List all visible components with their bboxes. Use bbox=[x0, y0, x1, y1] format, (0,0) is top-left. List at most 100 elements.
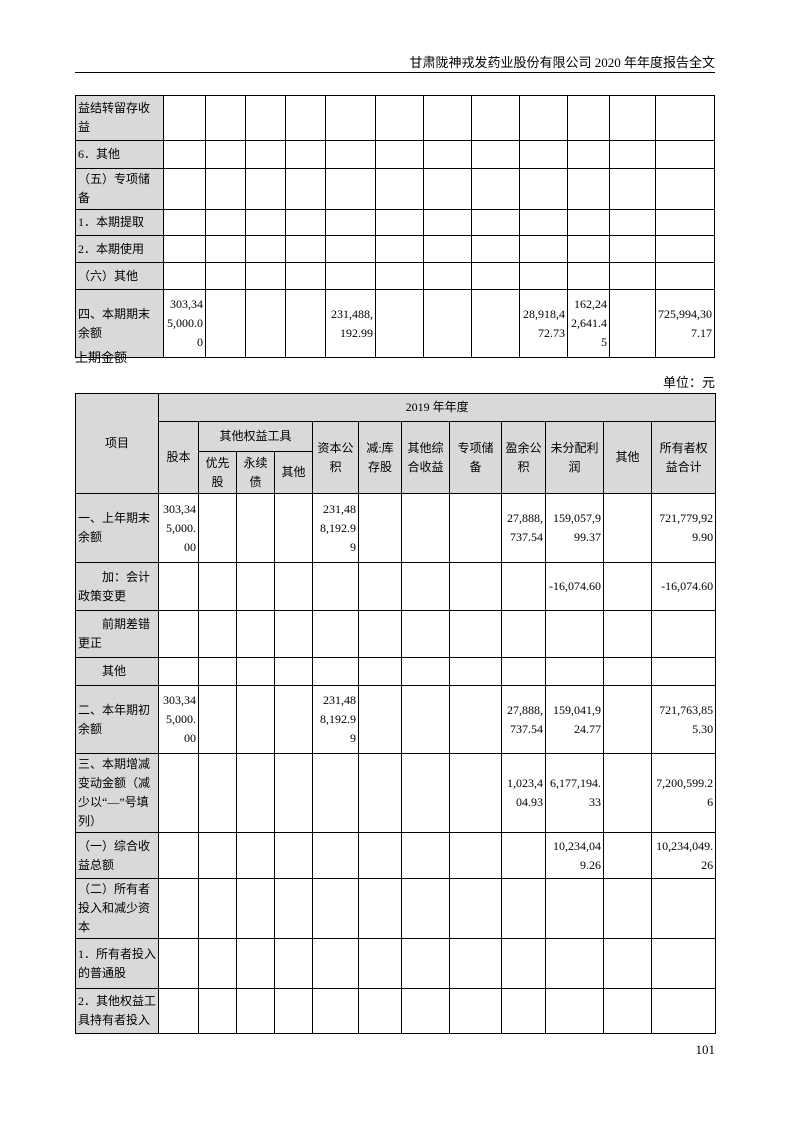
table-cell: 10,234,049.26 bbox=[545, 832, 604, 879]
row-label: 前期差错更正 bbox=[75, 610, 159, 658]
table-row: 前期差错更正 bbox=[75, 610, 717, 658]
table-cell: 159,041,924.77 bbox=[545, 685, 604, 754]
page-number: 101 bbox=[695, 1042, 716, 1057]
table-cell bbox=[285, 140, 326, 169]
table-cell bbox=[603, 988, 652, 1034]
table-cell bbox=[567, 95, 610, 141]
table-cell bbox=[501, 988, 546, 1034]
table-cell bbox=[401, 753, 450, 833]
table-cell bbox=[158, 610, 199, 658]
table-cell bbox=[401, 493, 450, 563]
table-cell bbox=[312, 938, 359, 989]
table-cell bbox=[205, 209, 246, 236]
table-cell bbox=[245, 95, 286, 141]
table-cell bbox=[274, 988, 313, 1034]
table-cell: 7,200,599.26 bbox=[650, 753, 717, 833]
table-cell bbox=[325, 95, 376, 141]
table-cell bbox=[205, 140, 246, 169]
header-perpetual: 永续债 bbox=[236, 451, 275, 494]
table-cell bbox=[285, 262, 326, 290]
table-cell bbox=[375, 209, 424, 236]
row-label: （六）其他 bbox=[75, 262, 164, 290]
section-label: 上期金额 bbox=[75, 350, 128, 365]
table-cell bbox=[312, 878, 359, 939]
table-cell bbox=[401, 938, 450, 989]
table-cell bbox=[236, 610, 275, 658]
table-cell bbox=[449, 832, 502, 879]
table-cell bbox=[198, 878, 237, 939]
table-cell bbox=[603, 493, 652, 563]
table-cell bbox=[567, 235, 610, 263]
row-label: 一、上年期末余额 bbox=[75, 493, 159, 563]
table-cell bbox=[274, 562, 313, 611]
table-cell bbox=[375, 140, 424, 169]
table-cell bbox=[245, 235, 286, 263]
table-cell bbox=[567, 209, 610, 236]
table-cell bbox=[274, 832, 313, 879]
table-cell bbox=[245, 168, 286, 210]
table-cell bbox=[603, 562, 652, 611]
table-cell bbox=[650, 657, 717, 686]
table-cell: 303,345,000.00 bbox=[163, 289, 206, 358]
table-row: （五）专项储备 bbox=[75, 168, 715, 210]
table-cell bbox=[449, 562, 502, 611]
table-cell bbox=[655, 235, 715, 263]
table-cell bbox=[285, 168, 326, 210]
table-cell bbox=[655, 262, 715, 290]
table-row: 三、本期增减变动金额（减少以“—”号填列） 1,023,404.93 6,177,1… bbox=[75, 753, 717, 833]
table-cell bbox=[205, 95, 246, 141]
row-label: 其他 bbox=[75, 657, 159, 686]
table-cell bbox=[198, 493, 237, 563]
table-cell bbox=[205, 235, 246, 263]
table-cell bbox=[236, 988, 275, 1034]
table-cell bbox=[325, 209, 376, 236]
table-cell bbox=[603, 832, 652, 879]
table-cell bbox=[198, 938, 237, 989]
header-rule bbox=[75, 72, 715, 73]
header-treasury: 减:库存股 bbox=[358, 421, 402, 494]
table-cell bbox=[358, 657, 402, 686]
row-label: 三、本期增减变动金额（减少以“—”号填列） bbox=[75, 753, 159, 833]
table-cell: 721,763,855.30 bbox=[650, 685, 717, 754]
table-cell bbox=[358, 562, 402, 611]
table-cell bbox=[358, 878, 402, 939]
table-cell bbox=[198, 657, 237, 686]
table-cell bbox=[274, 493, 313, 563]
header-year: 2019 年年度 bbox=[157, 393, 717, 422]
table-cell bbox=[245, 262, 286, 290]
table-cell bbox=[158, 562, 199, 611]
table-cell bbox=[198, 562, 237, 611]
table-cell bbox=[567, 168, 610, 210]
table-cell bbox=[158, 938, 199, 989]
table-cell bbox=[423, 235, 472, 263]
table-cell bbox=[603, 685, 652, 754]
table-cell bbox=[163, 140, 206, 169]
table-cell bbox=[501, 657, 546, 686]
table-cell bbox=[245, 140, 286, 169]
table-cell bbox=[401, 832, 450, 879]
table-cell bbox=[236, 685, 275, 754]
table-cell bbox=[375, 235, 424, 263]
table-cell: 162,242,641.45 bbox=[567, 289, 610, 358]
table-cell bbox=[236, 753, 275, 833]
table-cell bbox=[274, 610, 313, 658]
table-cell bbox=[158, 878, 199, 939]
table-cell bbox=[358, 685, 402, 754]
table-cell bbox=[567, 140, 610, 169]
table-cell: 6,177,194.33 bbox=[545, 753, 604, 833]
table-row: 2．其他权益工具持有者投入 bbox=[75, 988, 717, 1034]
equity-table-prior-period: 项目 2019 年年度 股本 其他权益工具 资本公积 减:库存股 其他综合收益 … bbox=[75, 393, 717, 1034]
table-cell bbox=[236, 878, 275, 939]
table-cell bbox=[609, 262, 656, 290]
table-cell bbox=[375, 262, 424, 290]
table-cell bbox=[471, 289, 520, 358]
row-label: 6．其他 bbox=[75, 140, 164, 169]
table-cell bbox=[423, 209, 472, 236]
table-cell bbox=[163, 262, 206, 290]
table-cell bbox=[650, 610, 717, 658]
table-cell: 303,345,000.00 bbox=[158, 685, 199, 754]
header-special-reserve: 专项储备 bbox=[449, 421, 502, 494]
table-cell bbox=[198, 610, 237, 658]
table-cell bbox=[401, 878, 450, 939]
table-cell: 231,488,192.99 bbox=[312, 493, 359, 563]
